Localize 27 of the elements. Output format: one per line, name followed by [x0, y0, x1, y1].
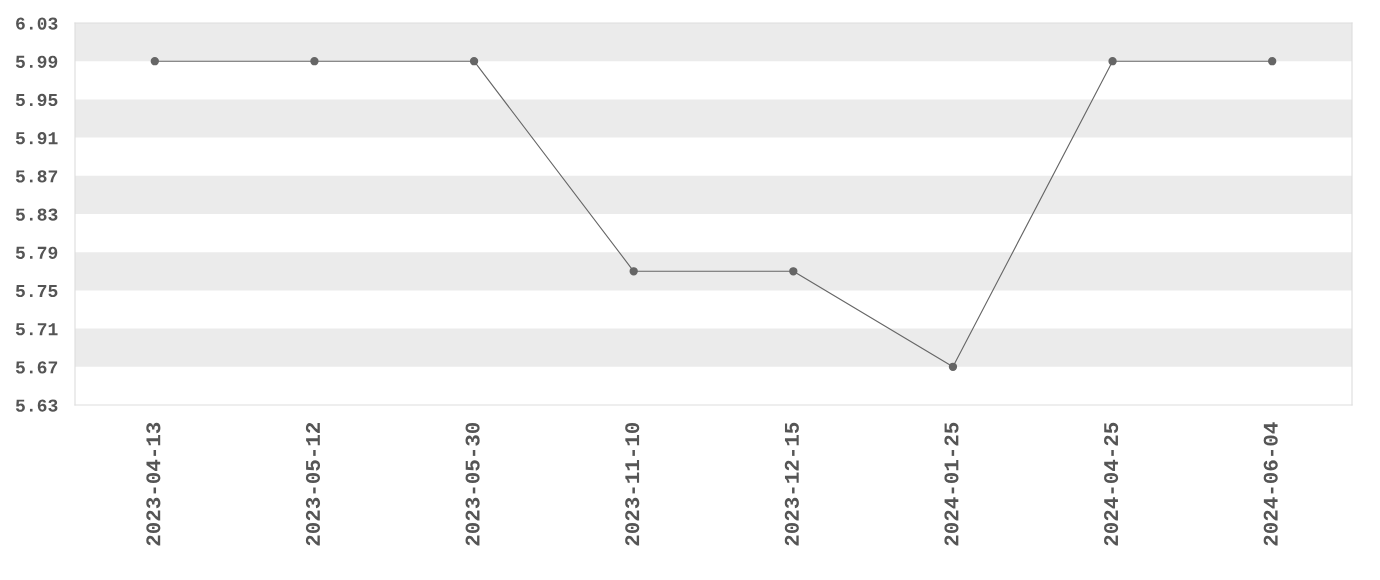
y-tick-label: 5.87: [15, 170, 58, 183]
y-tick-label: 6.03: [16, 17, 58, 30]
x-tick-label: 2024-06-04: [1263, 422, 1278, 546]
x-tick-label: 2023-05-12: [305, 422, 321, 546]
point: [629, 267, 638, 276]
point: [310, 57, 319, 66]
point: [469, 57, 479, 66]
y-tick-label: 5.71: [15, 323, 58, 336]
point: [1108, 57, 1117, 66]
x-tick-label: 2023-11-10: [625, 422, 640, 546]
y-tick-label: 5.99: [15, 55, 58, 68]
point: [789, 267, 798, 276]
x-tick-label: 2023-04-13: [146, 422, 161, 546]
y-tick-label: 5.63: [15, 399, 58, 412]
y-tick-label: 5.75: [15, 285, 58, 298]
x-tick-label: 2023-05-30: [465, 422, 480, 546]
y-tick-label: 5.79: [15, 246, 58, 259]
y-tick-label: 5.83: [15, 208, 58, 221]
x-tick-label: 2024-04-25: [1104, 422, 1119, 546]
point: [948, 362, 958, 371]
point: [1268, 57, 1277, 66]
y-tick-label: 5.67: [15, 361, 58, 374]
point: [150, 57, 159, 66]
x-tick-label: 2024-01-25: [944, 422, 959, 546]
x-tick-label: 2023-12-15: [784, 422, 799, 546]
y-tick-label: 5.95: [15, 93, 58, 107]
y-tick-label: 5.91: [15, 132, 58, 145]
